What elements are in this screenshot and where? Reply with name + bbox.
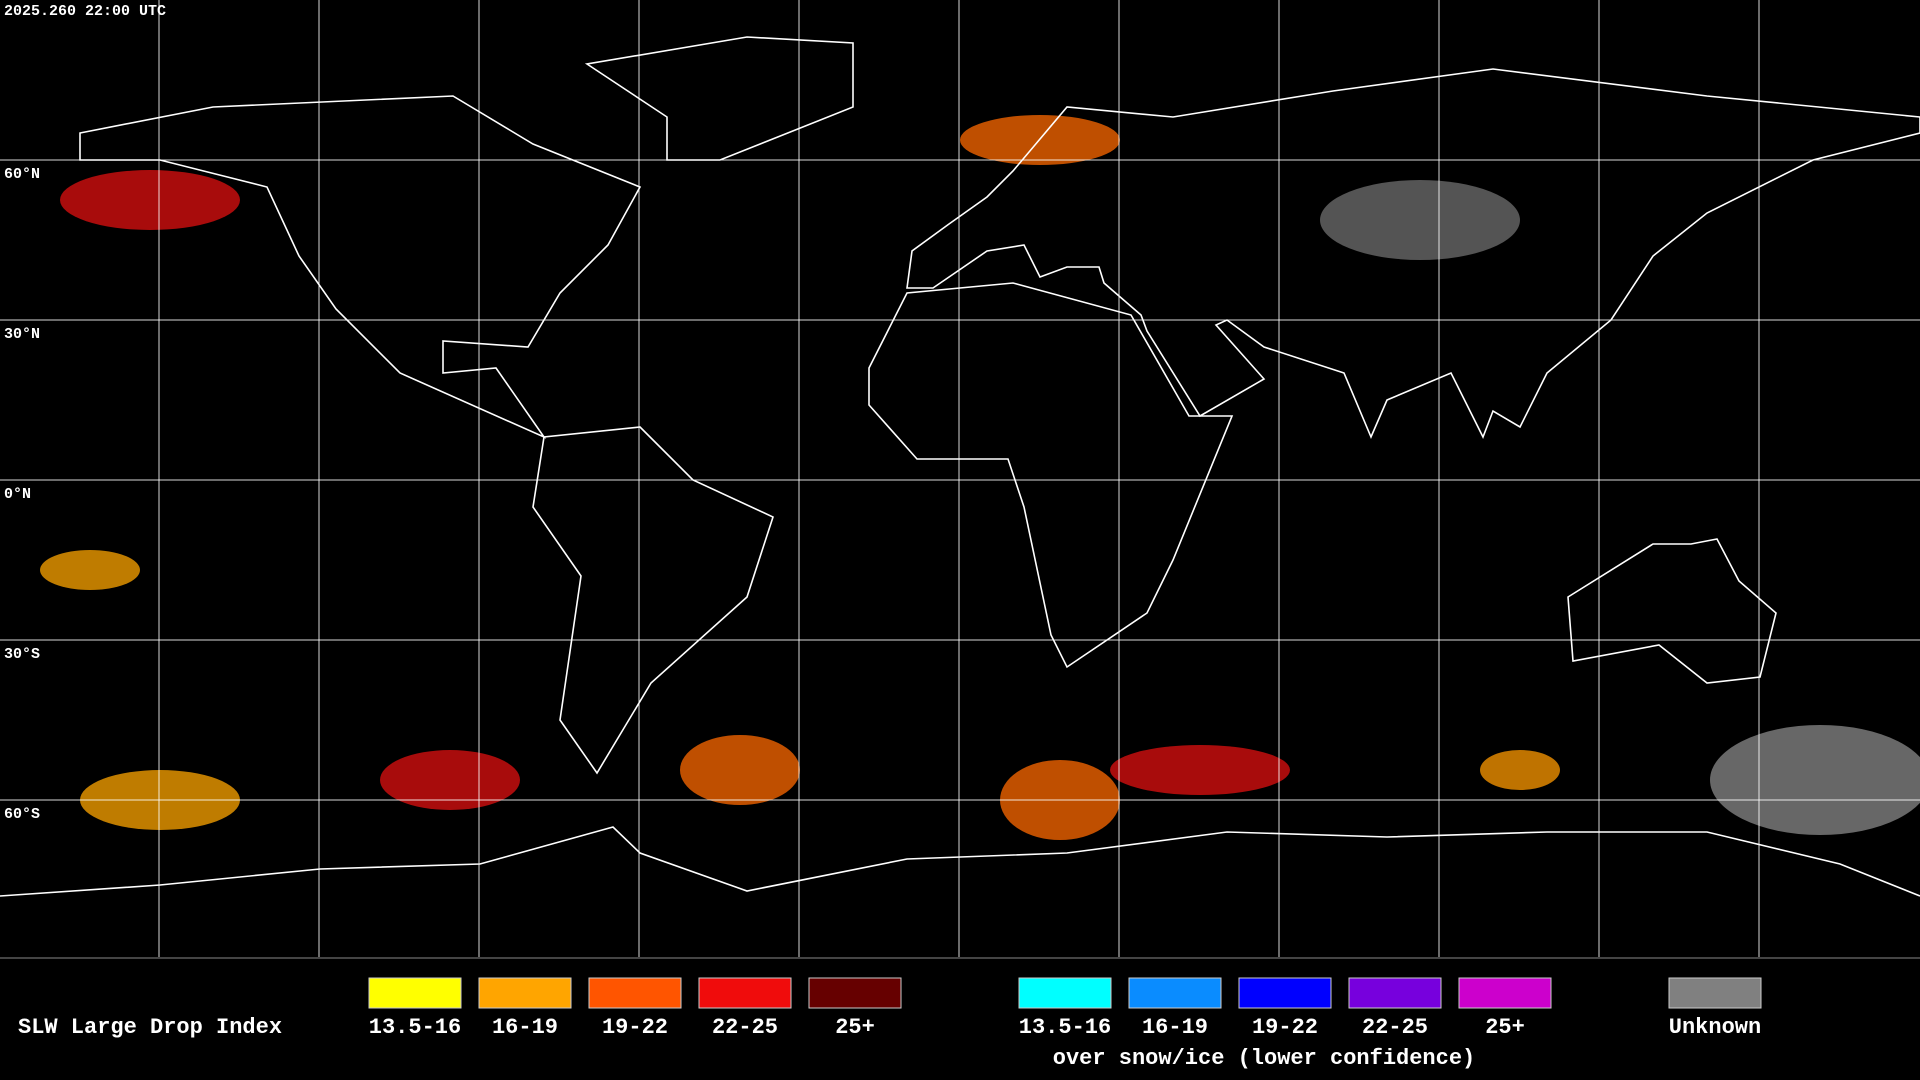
south-america <box>532 426 774 775</box>
legend-label: 22-25 <box>712 1015 778 1040</box>
legend-swatch <box>1348 977 1442 1009</box>
legend-label: Unknown <box>1669 1015 1761 1040</box>
greenland <box>584 36 854 161</box>
latitude-label: 30°S <box>4 646 40 663</box>
antarctica <box>0 826 1920 897</box>
legend-label: 13.5-16 <box>1019 1015 1111 1040</box>
australia <box>1567 538 1777 684</box>
africa <box>868 282 1234 669</box>
latitude-label: 30°N <box>4 326 40 343</box>
legend-label: 16-19 <box>1142 1015 1208 1040</box>
legend-title: SLW Large Drop Index <box>18 1015 282 1040</box>
legend-swatch <box>478 977 572 1009</box>
coastlines <box>0 36 1920 897</box>
legend-swatch <box>368 977 462 1009</box>
legend-label: 19-22 <box>602 1015 668 1040</box>
latitude-label: 0°N <box>4 486 31 503</box>
legend-swatch <box>1128 977 1222 1009</box>
legend-label: 13.5-16 <box>369 1015 461 1040</box>
latitude-label: 60°N <box>4 166 40 183</box>
timestamp: 2025.260 22:00 UTC <box>4 3 166 20</box>
legend-swatch <box>698 977 792 1009</box>
legend-swatch <box>808 977 902 1009</box>
eurasia <box>906 68 1920 440</box>
latitude-label: 60°S <box>4 806 40 823</box>
legend-label: 19-22 <box>1252 1015 1318 1040</box>
legend-swatch <box>1238 977 1332 1009</box>
legend-note: over snow/ice (lower confidence) <box>1053 1046 1475 1071</box>
legend-swatch <box>1458 977 1552 1009</box>
legend-label: 16-19 <box>492 1015 558 1040</box>
legend-swatch <box>1668 977 1762 1009</box>
graticule <box>0 0 1920 958</box>
legend-label: 25+ <box>1485 1015 1525 1040</box>
north-america <box>79 95 642 439</box>
legend-swatch <box>588 977 682 1009</box>
legend-label: 22-25 <box>1362 1015 1428 1040</box>
legend-label: 25+ <box>835 1015 875 1040</box>
legend-swatch <box>1018 977 1112 1009</box>
